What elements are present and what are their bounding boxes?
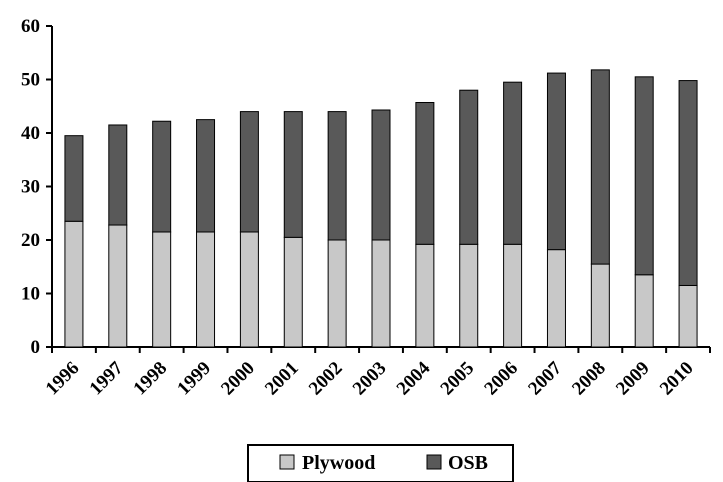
x-tick-label: 2007 [524,357,566,399]
legend-label-osb: OSB [448,452,488,474]
bar-plywood-2007 [546,249,566,348]
bar-plywood-2004 [415,243,435,348]
bar-osb-2000 [239,111,259,233]
x-tick-label: 2008 [568,358,610,400]
y-tick-label: 0 [31,337,41,358]
y-axis: 0 10 20 30 40 50 60 [21,16,53,358]
bar-osb-2010 [678,80,698,286]
bar-osb-1996 [64,135,84,222]
bar-plywood-1998 [152,231,172,348]
bar-osb-2008 [590,69,610,265]
bar-plywood-2002 [327,239,347,348]
bar-osb-2007 [546,72,566,251]
x-tick-label: 2002 [305,358,347,400]
x-tick-label: 2000 [217,358,259,400]
bar-plywood-2008 [590,263,610,348]
x-axis: 1996 1997 1998 1999 2000 2001 2002 2003 2004 2005… [42,346,711,400]
bar-plywood-1997 [108,224,128,348]
x-tick-label: 2006 [480,358,522,400]
bar-osb-2009 [634,76,654,276]
x-tick-label: 1999 [173,358,215,400]
bar-plywood-2009 [634,274,654,348]
bar-osb-1997 [108,124,128,226]
bar-osb-2001 [283,111,303,238]
x-tick-label: 2001 [261,358,303,400]
bar-plywood-2006 [503,243,523,348]
x-tick-label: 1997 [86,357,128,399]
x-tick-label: 1998 [129,358,171,400]
bar-plywood-1999 [196,231,216,348]
bar-osb-2005 [459,89,479,245]
bar-osb-2006 [503,81,523,245]
bar-plywood-1996 [64,220,84,348]
bar-plywood-2001 [283,236,303,348]
legend: Plywood OSB [247,444,514,482]
bars [64,69,698,348]
x-tick-label: 2010 [656,358,698,400]
x-tick-label: 2009 [612,358,654,400]
y-tick-label: 60 [21,16,40,37]
bar-plywood-2003 [371,239,391,348]
y-tick-label: 50 [21,70,40,91]
y-tick-label: 30 [21,177,40,198]
legend-label-plywood: Plywood [302,452,375,474]
y-tick-label: 10 [21,284,40,305]
x-tick-label: 2004 [393,357,435,399]
bar-plywood-2010 [678,284,698,348]
bar-osb-1998 [152,120,172,233]
x-tick-label: 2005 [437,358,479,400]
bar-osb-1999 [196,119,216,233]
x-tick-label: 1996 [42,358,84,400]
bar-osb-2003 [371,109,391,241]
bar-osb-2004 [415,102,435,245]
bar-plywood-2000 [239,231,259,348]
legend-swatch-plywood [279,454,295,470]
y-tick-label: 40 [21,123,40,144]
bar-plywood-2005 [459,243,479,348]
legend-swatch-osb [426,454,442,470]
y-tick-label: 20 [21,230,40,251]
x-tick-label: 2003 [349,358,391,400]
bar-osb-2002 [327,111,347,241]
